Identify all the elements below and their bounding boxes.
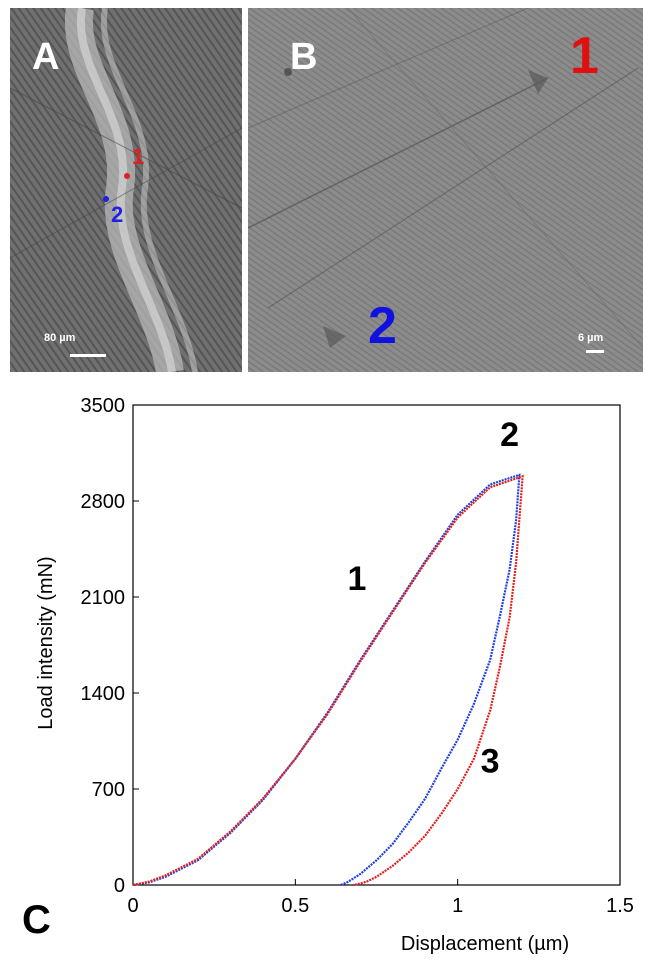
x-axis-ticks: 0 0.5 1 1.5 xyxy=(127,879,634,917)
plot-frame xyxy=(132,404,621,886)
series-line-1 xyxy=(132,473,521,887)
annotations: 1 2 3 xyxy=(348,416,520,780)
indent-dot-2 xyxy=(103,196,109,202)
scale-bar-label-b: 6 µm xyxy=(578,332,604,344)
curve-annotation: 1 xyxy=(348,560,367,598)
y-tick-label: 700 xyxy=(92,779,125,801)
panel-b-label: B xyxy=(290,36,318,78)
y-tick-label: 2800 xyxy=(81,491,126,513)
y-tick-label: 2100 xyxy=(81,587,126,609)
scale-bar xyxy=(70,354,106,357)
panel-c-label: C xyxy=(22,898,51,942)
load-displacement-chart: 0 700 1400 2100 2800 3500 0 0.5 1 1.5 1 2 3 Load i… xyxy=(35,395,634,955)
x-tick-label: 0.5 xyxy=(281,895,309,917)
series-layer xyxy=(132,473,524,887)
scale-bar-b xyxy=(586,350,604,353)
y-tick-label: 1400 xyxy=(81,683,126,705)
y-tick-label: 3500 xyxy=(81,395,126,417)
x-tick-label: 0 xyxy=(127,895,138,917)
curve-annotation: 2 xyxy=(500,416,519,454)
marker-2-label: 2 xyxy=(111,202,124,227)
micrograph-panel-b: B 1 2 6 µm xyxy=(248,8,643,372)
x-axis-title: Displacement (µm) xyxy=(401,933,569,955)
marker-1-label-b: 1 xyxy=(570,27,599,85)
x-tick-label: 1.5 xyxy=(606,895,634,917)
y-axis-title: Load intensity (mN) xyxy=(35,556,57,729)
y-axis-ticks: 0 700 1400 2100 2800 3500 xyxy=(81,395,139,897)
x-tick-label: 1 xyxy=(452,895,463,917)
y-tick-label: 0 xyxy=(114,875,125,897)
plot-border xyxy=(132,404,621,886)
scale-bar-label: 80 µm xyxy=(44,332,76,344)
micrograph-a-texture xyxy=(10,8,242,372)
curve-annotation: 3 xyxy=(481,743,500,781)
series-line-2 xyxy=(132,474,524,887)
indent-dot-1 xyxy=(124,173,130,179)
micrograph-panel-a: A 1 2 80 µm xyxy=(10,8,242,372)
micrograph-b-texture xyxy=(248,8,643,372)
panel-a-label: A xyxy=(32,36,60,78)
marker-1-label: 1 xyxy=(132,144,145,169)
marker-2-label-b: 2 xyxy=(368,297,397,355)
